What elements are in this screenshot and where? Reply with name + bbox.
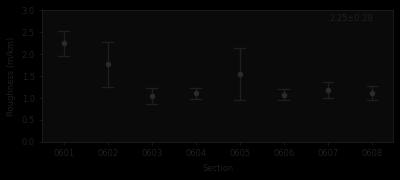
Point — [280, 94, 287, 96]
Point — [325, 89, 331, 92]
Text: 2.25±0.29: 2.25±0.29 — [329, 14, 373, 23]
Point — [192, 92, 199, 95]
X-axis label: Section: Section — [202, 164, 233, 173]
Y-axis label: Roughness (m/km): Roughness (m/km) — [7, 37, 16, 116]
Point — [60, 42, 67, 45]
Point — [236, 73, 243, 76]
Point — [369, 92, 375, 95]
Point — [104, 63, 111, 66]
Point — [148, 94, 155, 97]
